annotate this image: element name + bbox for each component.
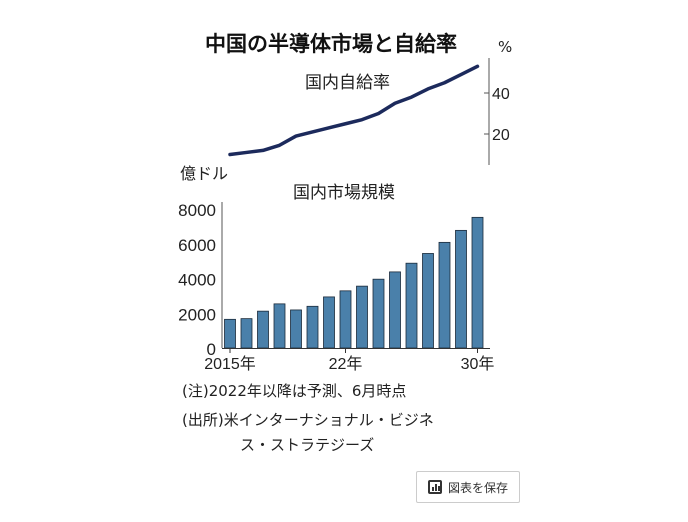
bar	[257, 310, 269, 349]
save-chart-button[interactable]: 図表を保存	[416, 471, 520, 503]
note-forecast: (注)2022年以降は予測、6月時点	[182, 382, 407, 400]
bar	[273, 303, 286, 349]
note-source-cont: ス・ストラテジーズ	[240, 436, 375, 454]
self-sufficiency-line	[228, 64, 480, 157]
bar	[240, 318, 253, 349]
bar	[339, 290, 352, 349]
bar	[290, 309, 302, 349]
bar	[306, 305, 319, 349]
bar	[438, 241, 451, 349]
line-series-label: 国内自給率	[305, 73, 390, 93]
x-tick-label: 2015年	[204, 355, 256, 373]
y-tick-label: 6000	[178, 236, 216, 255]
right-y-tick-label: 20	[492, 127, 510, 144]
save-chart-label: 図表を保存	[447, 480, 508, 495]
y-tick-label: 2000	[178, 305, 216, 324]
right-y-tick-label: 40	[492, 86, 510, 103]
bar	[405, 262, 418, 349]
bar	[455, 229, 467, 349]
bar	[356, 285, 368, 349]
chart-title: 中国の半導体市場と自給率	[205, 32, 457, 56]
bar-series-label: 国内市場規模	[293, 183, 395, 203]
bar	[471, 216, 484, 349]
y-tick-label: 4000	[178, 271, 216, 290]
left-axis-unit: 億ドル	[180, 164, 229, 183]
y-tick-label: 0	[207, 340, 216, 359]
y-tick-label: 8000	[178, 201, 216, 220]
x-tick-label: 30年	[461, 355, 495, 373]
x-tick-label: 22年	[329, 355, 363, 373]
bar	[372, 278, 385, 349]
bar	[389, 271, 401, 349]
bar	[224, 318, 236, 349]
note-source: (出所)米インターナショナル・ビジネ	[182, 411, 434, 429]
bar-chart-icon	[427, 480, 442, 494]
bar	[422, 253, 434, 349]
right-axis-unit: %	[498, 38, 513, 56]
bar	[323, 296, 335, 349]
